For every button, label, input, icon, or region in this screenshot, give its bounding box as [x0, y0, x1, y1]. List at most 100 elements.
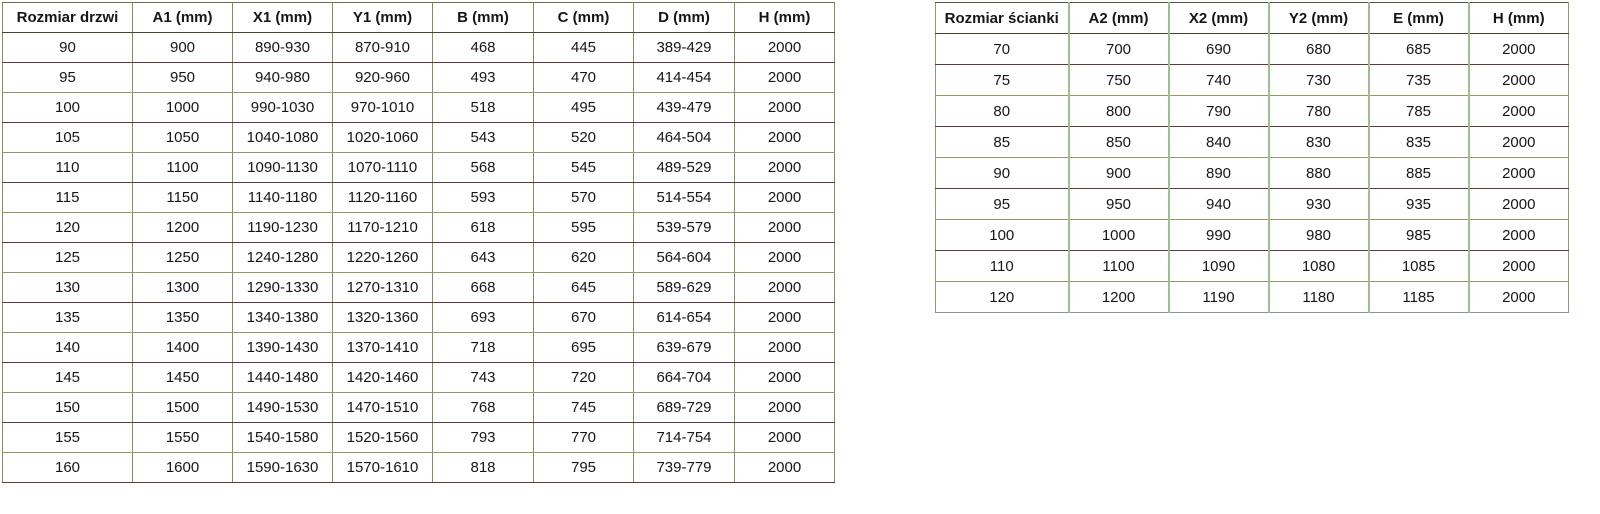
door-table-header-row: Rozmiar drzwi A1 (mm) X1 (mm) Y1 (mm) B (mm)… — [2, 2, 835, 33]
table-cell: 614-654 — [633, 302, 735, 333]
table-cell: 439-479 — [633, 92, 735, 123]
table-cell: 2000 — [1467, 281, 1569, 313]
table-cell: 568 — [432, 152, 534, 183]
table-cell: 514-554 — [633, 182, 735, 213]
table-cell: 2000 — [734, 182, 835, 213]
table-cell: 1290-1330 — [232, 272, 333, 303]
table-cell: 830 — [1267, 126, 1370, 158]
table-cell: 155 — [2, 422, 133, 453]
table-cell: 2000 — [1467, 64, 1569, 96]
table-cell: 2000 — [734, 422, 835, 453]
table-row: 140 1400 1390-1430 1370-1410 718 695 639-679 20… — [2, 332, 835, 363]
table-row: 110 1100 1090-1130 1070-1110 568 545 489-529 20… — [2, 152, 835, 183]
table-row: 100 1000 990 980 985 2000 — [935, 219, 1569, 251]
table-cell: 90 — [2, 32, 133, 63]
table-cell: 643 — [432, 242, 534, 273]
column-header: X2 (mm) — [1167, 2, 1270, 34]
table-row: 100 1000 990-1030 970-1010 518 495 439-479 2000 — [2, 92, 835, 123]
table-cell: 780 — [1267, 95, 1370, 127]
column-header: C (mm) — [533, 2, 634, 33]
table-cell: 1000 — [1067, 219, 1170, 251]
table-cell: 739-779 — [633, 452, 735, 483]
table-cell: 940-980 — [232, 62, 333, 93]
wall-table-body: 70 700 690 680 685 2000 75 750 740 730 735 2000 80 80… — [935, 33, 1569, 313]
table-cell: 840 — [1167, 126, 1270, 158]
table-cell: 75 — [935, 64, 1070, 96]
table-cell: 750 — [1067, 64, 1170, 96]
table-row: 135 1350 1340-1380 1320-1360 693 670 614-654 20… — [2, 302, 835, 333]
table-cell: 543 — [432, 122, 534, 153]
table-cell: 1540-1580 — [232, 422, 333, 453]
table-cell: 1340-1380 — [232, 302, 333, 333]
table-cell: 90 — [935, 157, 1070, 189]
table-cell: 1180 — [1267, 281, 1370, 313]
table-cell: 2000 — [734, 272, 835, 303]
table-cell: 1240-1280 — [232, 242, 333, 273]
table-cell: 689-729 — [633, 392, 735, 423]
table-row: 150 1500 1490-1530 1470-1510 768 745 689-729 20… — [2, 392, 835, 423]
table-cell: 464-504 — [633, 122, 735, 153]
table-cell: 785 — [1367, 95, 1470, 127]
table-cell: 115 — [2, 182, 133, 213]
table-cell: 795 — [533, 452, 634, 483]
table-row: 95 950 940 930 935 2000 — [935, 188, 1569, 220]
table-cell: 935 — [1367, 188, 1470, 220]
table-cell: 570 — [533, 182, 634, 213]
table-cell: 1000 — [132, 92, 233, 123]
table-cell: 620 — [533, 242, 634, 273]
table-cell: 539-579 — [633, 212, 735, 243]
table-cell: 714-754 — [633, 422, 735, 453]
table-cell: 2000 — [734, 362, 835, 393]
table-cell: 950 — [1067, 188, 1170, 220]
table-cell: 2000 — [1467, 188, 1569, 220]
table-cell: 1270-1310 — [332, 272, 433, 303]
column-header: Y1 (mm) — [332, 2, 433, 33]
table-cell: 668 — [432, 272, 534, 303]
table-cell: 695 — [533, 332, 634, 363]
table-cell: 1500 — [132, 392, 233, 423]
table-cell: 970-1010 — [332, 92, 433, 123]
table-cell: 2000 — [734, 392, 835, 423]
table-cell: 105 — [2, 122, 133, 153]
table-row: 85 850 840 830 835 2000 — [935, 126, 1569, 158]
table-cell: 160 — [2, 452, 133, 483]
table-cell: 2000 — [1467, 95, 1569, 127]
table-cell: 489-529 — [633, 152, 735, 183]
table-cell: 1320-1360 — [332, 302, 433, 333]
column-header: X1 (mm) — [232, 2, 333, 33]
table-cell: 930 — [1267, 188, 1370, 220]
table-cell: 690 — [1167, 33, 1270, 65]
table-cell: 790 — [1167, 95, 1270, 127]
table-cell: 120 — [935, 281, 1070, 313]
table-cell: 140 — [2, 332, 133, 363]
table-row: 110 1100 1090 1080 1085 2000 — [935, 250, 1569, 282]
table-cell: 693 — [432, 302, 534, 333]
table-cell: 2000 — [734, 212, 835, 243]
table-cell: 135 — [2, 302, 133, 333]
column-header: Y2 (mm) — [1267, 2, 1370, 34]
table-cell: 990-1030 — [232, 92, 333, 123]
column-header: D (mm) — [633, 2, 735, 33]
table-cell: 1185 — [1367, 281, 1470, 313]
door-table-body: 90 900 890-930 870-910 468 445 389-429 2000 95 95… — [2, 32, 835, 483]
table-cell: 589-629 — [633, 272, 735, 303]
table-cell: 1200 — [1067, 281, 1170, 313]
table-cell: 1470-1510 — [332, 392, 433, 423]
table-cell: 700 — [1067, 33, 1170, 65]
table-cell: 564-604 — [633, 242, 735, 273]
table-cell: 2000 — [1467, 157, 1569, 189]
table-cell: 1420-1460 — [332, 362, 433, 393]
table-cell: 95 — [935, 188, 1070, 220]
table-row: 80 800 790 780 785 2000 — [935, 95, 1569, 127]
table-cell: 990 — [1167, 219, 1270, 251]
table-cell: 493 — [432, 62, 534, 93]
table-cell: 618 — [432, 212, 534, 243]
table-cell: 1450 — [132, 362, 233, 393]
table-cell: 1190-1230 — [232, 212, 333, 243]
table-cell: 639-679 — [633, 332, 735, 363]
table-cell: 2000 — [734, 242, 835, 273]
table-cell: 1550 — [132, 422, 233, 453]
table-cell: 120 — [2, 212, 133, 243]
table-cell: 2000 — [1467, 219, 1569, 251]
table-cell: 920-960 — [332, 62, 433, 93]
